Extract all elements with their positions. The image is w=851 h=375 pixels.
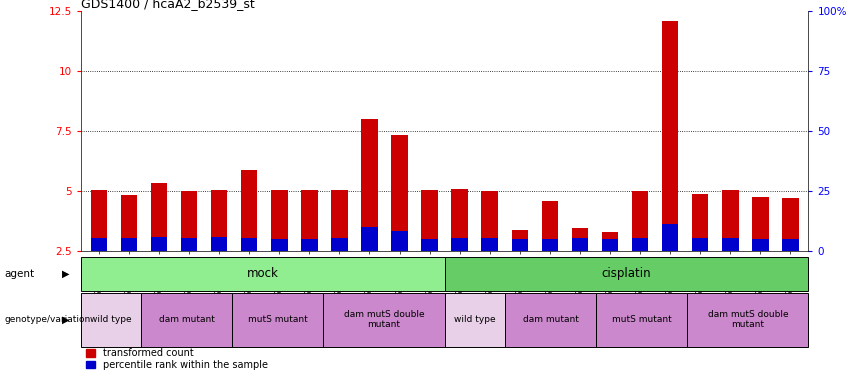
Bar [722, 190, 739, 251]
Bar [121, 238, 137, 251]
Bar [541, 201, 558, 251]
Bar [241, 170, 258, 251]
Bar [692, 238, 709, 251]
Bar [211, 190, 227, 251]
Bar [391, 231, 408, 251]
Bar [421, 190, 438, 251]
Bar [151, 237, 168, 251]
Bar [180, 238, 197, 251]
Bar [241, 238, 258, 251]
Text: agent: agent [4, 269, 34, 279]
Bar [631, 238, 648, 251]
Bar [631, 191, 648, 251]
Bar [692, 194, 709, 251]
Bar [90, 190, 107, 251]
Bar [511, 230, 528, 251]
Bar [662, 224, 678, 251]
Bar [271, 239, 288, 251]
Text: mutS mutant: mutS mutant [612, 315, 671, 324]
Bar [151, 183, 168, 251]
Bar [180, 191, 197, 251]
Bar [361, 119, 378, 251]
Bar [361, 227, 378, 251]
Text: wild type: wild type [454, 315, 496, 324]
Bar [451, 189, 468, 251]
Text: mutS mutant: mutS mutant [248, 315, 308, 324]
Bar [782, 198, 799, 251]
Bar [301, 190, 317, 251]
Text: dam mutS double
mutant: dam mutS double mutant [344, 310, 425, 329]
Bar [211, 237, 227, 251]
Bar [572, 228, 588, 251]
Text: dam mutant: dam mutant [159, 315, 215, 324]
Bar [331, 238, 348, 251]
Bar [301, 239, 317, 251]
Bar [752, 197, 768, 251]
Text: GDS1400 / hcaA2_b2539_st: GDS1400 / hcaA2_b2539_st [81, 0, 254, 10]
Legend: transformed count, percentile rank within the sample: transformed count, percentile rank withi… [86, 348, 268, 370]
Bar [421, 239, 438, 251]
Bar [482, 191, 498, 251]
Text: ▶: ▶ [62, 269, 70, 279]
Bar [90, 238, 107, 251]
Bar [482, 238, 498, 251]
Text: cisplatin: cisplatin [602, 267, 651, 280]
Bar [752, 239, 768, 251]
Text: dam mutS double
mutant: dam mutS double mutant [707, 310, 788, 329]
Text: wild type: wild type [90, 315, 132, 324]
Bar [451, 238, 468, 251]
Bar [541, 239, 558, 251]
Bar [121, 195, 137, 251]
Bar [271, 190, 288, 251]
Bar [602, 232, 619, 251]
Text: mock: mock [247, 267, 278, 280]
Text: ▶: ▶ [62, 315, 70, 325]
Text: genotype/variation: genotype/variation [4, 315, 90, 324]
Bar [511, 239, 528, 251]
Text: dam mutant: dam mutant [523, 315, 579, 324]
Bar [722, 238, 739, 251]
Bar [572, 238, 588, 251]
Bar [331, 190, 348, 251]
Bar [602, 239, 619, 251]
Bar [662, 21, 678, 251]
Bar [782, 239, 799, 251]
Bar [391, 135, 408, 251]
